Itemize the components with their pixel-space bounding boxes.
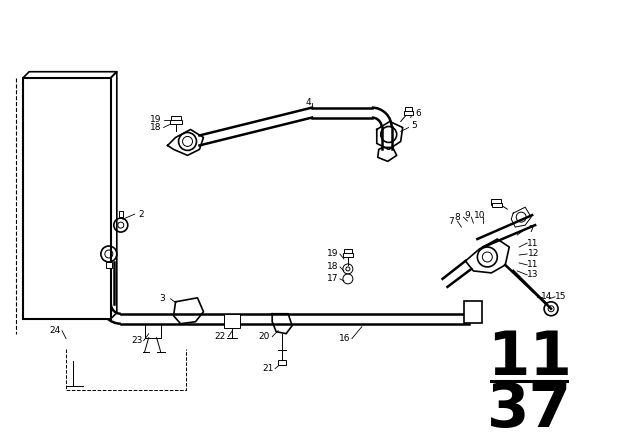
Text: 3: 3 [160, 294, 166, 303]
Text: 20: 20 [259, 332, 270, 341]
Text: 19: 19 [150, 115, 161, 124]
Text: 2: 2 [138, 210, 143, 219]
Text: 24: 24 [49, 326, 61, 335]
Text: 7: 7 [528, 224, 534, 233]
Bar [278, 360, 286, 365]
Text: 1: 1 [70, 286, 76, 295]
Text: 8: 8 [56, 304, 62, 313]
Bar [225, 314, 240, 327]
Text: 12: 12 [527, 250, 539, 258]
Text: 11: 11 [527, 260, 539, 269]
Bar [23, 78, 111, 319]
Bar [343, 253, 353, 257]
Bar [465, 301, 483, 323]
Text: 6: 6 [416, 109, 422, 118]
Text: 9: 9 [465, 211, 470, 220]
Bar [344, 249, 352, 254]
Text: 11: 11 [486, 329, 572, 388]
Text: 22: 22 [215, 332, 226, 341]
Bar [119, 211, 123, 217]
Text: 10: 10 [474, 211, 485, 220]
Text: 19: 19 [327, 250, 339, 258]
Text: 5: 5 [412, 121, 417, 130]
Text: 13: 13 [527, 271, 539, 280]
Text: 18: 18 [150, 123, 161, 132]
Bar [171, 116, 180, 121]
Text: 4: 4 [305, 98, 311, 107]
Bar [23, 78, 111, 319]
Bar [106, 262, 112, 268]
Bar [492, 203, 502, 207]
Text: 16: 16 [339, 334, 351, 343]
Bar [492, 199, 501, 205]
Text: 37: 37 [486, 381, 572, 440]
Text: 15: 15 [556, 292, 567, 302]
Bar [404, 111, 413, 115]
Bar [404, 107, 412, 112]
Text: 18: 18 [327, 263, 339, 271]
Text: 23: 23 [131, 336, 143, 345]
Text: 11: 11 [527, 238, 539, 248]
Bar [170, 120, 182, 124]
Text: 14: 14 [541, 292, 553, 302]
Text: 8: 8 [454, 213, 460, 222]
Text: 21: 21 [262, 364, 274, 373]
Text: 7: 7 [449, 217, 454, 226]
Text: 17: 17 [327, 274, 339, 284]
